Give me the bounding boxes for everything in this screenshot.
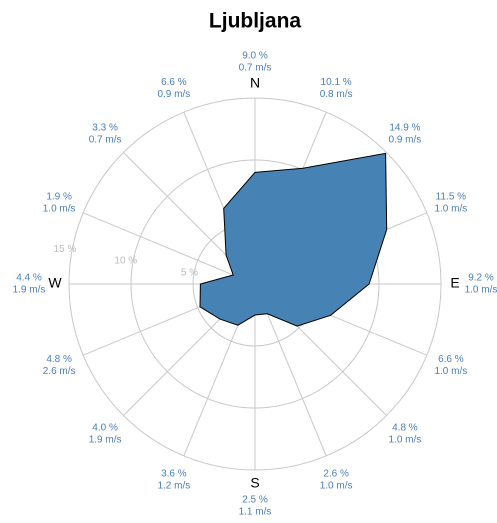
value-label: 6.6 %	[161, 77, 187, 88]
speed-label: 1.1 m/s	[239, 507, 272, 518]
direction-label: W	[48, 275, 62, 291]
speed-label: 0.7 m/s	[239, 63, 272, 74]
chart-title: Ljubljana	[209, 10, 301, 33]
speed-label: 1.0 m/s	[320, 481, 353, 492]
speed-label: 1.0 m/s	[434, 204, 467, 215]
spoke	[82, 212, 256, 285]
speed-label: 2.6 m/s	[43, 366, 76, 377]
speed-label: 1.9 m/s	[89, 435, 122, 446]
speed-label: 1.9 m/s	[13, 285, 46, 296]
value-label: 14.9 %	[389, 123, 420, 134]
value-label: 9.2 %	[468, 273, 494, 284]
r-tick-label: 5 %	[181, 268, 198, 279]
direction-label: E	[450, 275, 459, 291]
speed-label: 0.9 m/s	[157, 89, 190, 100]
speed-label: 1.0 m/s	[389, 435, 422, 446]
speed-label: 1.2 m/s	[157, 481, 190, 492]
wind-area	[199, 152, 388, 327]
r-tick-label: 10 %	[114, 256, 137, 267]
value-label: 3.6 %	[161, 469, 187, 480]
speed-label: 1.0 m/s	[43, 204, 76, 215]
value-label: 6.6 %	[438, 354, 464, 365]
value-label: 11.5 %	[436, 192, 466, 203]
speed-label: 0.7 m/s	[89, 135, 122, 146]
value-label: 2.6 %	[323, 469, 349, 480]
value-label: 9.0 %	[242, 51, 268, 62]
value-label: 10.1 %	[321, 77, 352, 88]
value-label: 4.0 %	[92, 423, 118, 434]
speed-label: 1.0 m/s	[465, 285, 497, 296]
value-label: 2.5 %	[242, 495, 268, 506]
speed-label: 1.0 m/s	[434, 366, 467, 377]
speed-label: 0.8 m/s	[320, 89, 353, 100]
value-label: 4.8 %	[392, 423, 418, 434]
direction-label: N	[250, 75, 260, 91]
direction-label: S	[250, 475, 259, 491]
value-label: 4.8 %	[46, 354, 72, 365]
speed-label: 0.9 m/s	[389, 135, 422, 146]
value-label: 3.3 %	[92, 123, 118, 134]
value-label: 4.4 %	[16, 273, 42, 284]
value-label: 1.9 %	[46, 192, 72, 203]
r-tick-label: 15 %	[54, 244, 77, 255]
